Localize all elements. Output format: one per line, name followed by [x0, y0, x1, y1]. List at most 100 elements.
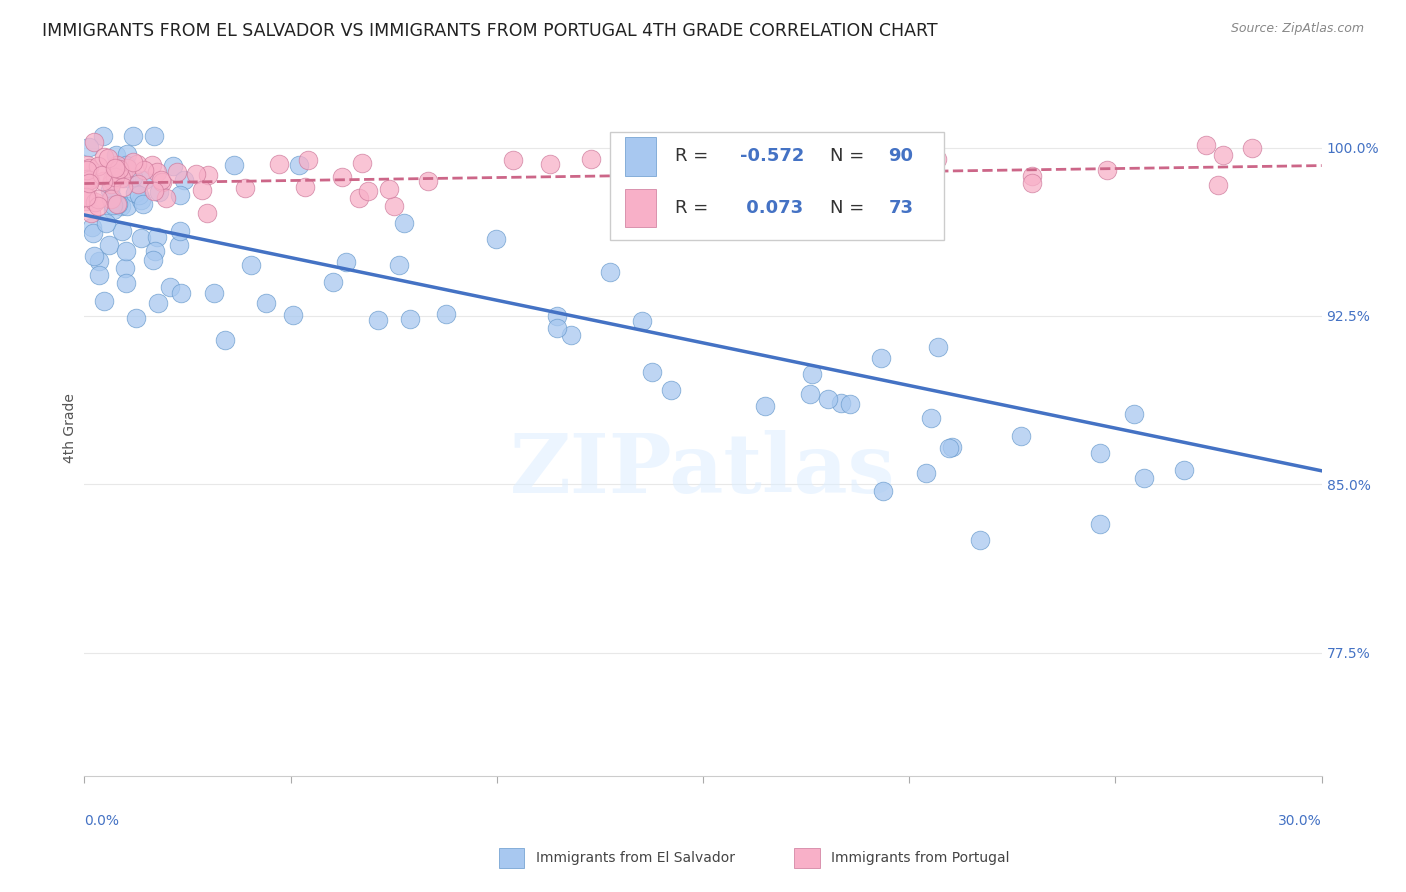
Point	[112, 170, 135, 185]
Point	[382, 199, 405, 213]
Point	[128, 188, 150, 202]
Point	[579, 152, 602, 166]
Point	[114, 158, 136, 172]
Point	[1206, 178, 1229, 193]
FancyBboxPatch shape	[610, 132, 945, 240]
Point	[87, 160, 110, 174]
Point	[546, 310, 568, 324]
Point	[173, 173, 195, 187]
Point	[132, 162, 155, 177]
Point	[659, 384, 682, 398]
Point	[115, 244, 138, 259]
Text: Source: ZipAtlas.com: Source: ZipAtlas.com	[1230, 22, 1364, 36]
Text: R =: R =	[675, 147, 713, 165]
Point	[1021, 169, 1043, 183]
Point	[330, 169, 353, 184]
Text: Immigrants from El Salvador: Immigrants from El Salvador	[536, 851, 735, 865]
Point	[79, 172, 101, 186]
Point	[101, 190, 124, 204]
Point	[148, 296, 170, 310]
Point	[546, 321, 568, 335]
Point	[184, 167, 207, 181]
Point	[115, 146, 138, 161]
Point	[599, 265, 621, 279]
Y-axis label: 4th Grade: 4th Grade	[63, 393, 77, 463]
Point	[122, 169, 145, 184]
Point	[254, 296, 277, 310]
Point	[799, 387, 821, 401]
Text: N =: N =	[831, 199, 870, 218]
Point	[75, 190, 97, 204]
Point	[872, 483, 894, 498]
Point	[115, 199, 138, 213]
Point	[233, 181, 256, 195]
Point	[1133, 471, 1156, 485]
Point	[538, 156, 561, 170]
Point	[392, 216, 415, 230]
Point	[87, 268, 110, 282]
Point	[269, 156, 291, 170]
Point	[104, 168, 127, 182]
Point	[191, 183, 214, 197]
FancyBboxPatch shape	[626, 189, 657, 227]
Point	[141, 158, 163, 172]
Point	[631, 314, 654, 328]
Point	[83, 135, 105, 149]
Point	[283, 308, 305, 322]
Point	[617, 169, 640, 184]
Point	[125, 157, 148, 171]
Point	[104, 161, 127, 175]
Point	[297, 153, 319, 167]
Point	[91, 174, 114, 188]
Point	[969, 533, 991, 548]
Text: Immigrants from Portugal: Immigrants from Portugal	[831, 851, 1010, 865]
Text: R =: R =	[675, 199, 713, 218]
Point	[1088, 517, 1111, 532]
Point	[1021, 177, 1043, 191]
Point	[132, 173, 155, 187]
Point	[162, 159, 184, 173]
Point	[1122, 407, 1144, 421]
Point	[105, 196, 128, 211]
Text: 73: 73	[889, 199, 914, 218]
Point	[484, 232, 506, 246]
Point	[110, 199, 132, 213]
Point	[357, 184, 380, 198]
Point	[347, 191, 370, 205]
Point	[839, 397, 862, 411]
Point	[100, 177, 122, 191]
Point	[104, 170, 127, 185]
Point	[830, 396, 852, 410]
Point	[560, 328, 582, 343]
Point	[124, 186, 146, 200]
Point	[287, 158, 309, 172]
Point	[640, 365, 662, 379]
Point	[98, 183, 121, 197]
Point	[103, 202, 125, 217]
Text: -0.572: -0.572	[740, 147, 804, 165]
Point	[76, 163, 98, 178]
Point	[367, 312, 389, 326]
Point	[1095, 163, 1118, 178]
Point	[110, 170, 132, 185]
Point	[115, 161, 138, 175]
Point	[150, 175, 173, 189]
Point	[108, 161, 131, 176]
Text: ZIPatlas: ZIPatlas	[510, 430, 896, 510]
Point	[927, 152, 949, 166]
Point	[170, 285, 193, 300]
Point	[294, 179, 316, 194]
Point	[122, 155, 145, 169]
Point	[920, 410, 942, 425]
Point	[142, 252, 165, 267]
Point	[202, 286, 225, 301]
Point	[111, 223, 134, 237]
FancyBboxPatch shape	[626, 137, 657, 176]
Point	[125, 310, 148, 325]
Point	[80, 206, 103, 220]
Point	[214, 333, 236, 347]
Point	[101, 198, 124, 212]
Point	[1010, 429, 1032, 443]
Point	[79, 173, 101, 187]
Point	[418, 174, 440, 188]
